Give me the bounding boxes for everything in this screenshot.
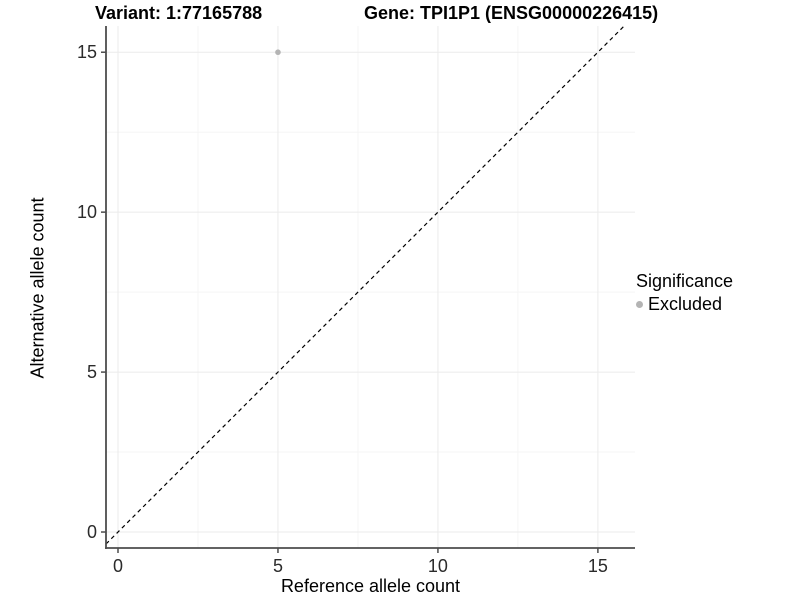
y-tick-label: 10 [77, 202, 97, 222]
x-axis-title: Reference allele count [280, 576, 461, 596]
legend-point-icon [636, 301, 643, 308]
x-tick-label: 10 [428, 556, 448, 576]
identity-line [105, 25, 625, 545]
legend-entry-label: Excluded [648, 294, 723, 314]
legend-entry-excluded: Excluded [636, 294, 733, 315]
x-tick-label: 5 [273, 556, 283, 576]
y-tick-label: 15 [77, 42, 97, 62]
x-tick-label: 0 [113, 556, 123, 576]
x-tick-label: 15 [588, 556, 608, 576]
data-point [275, 49, 281, 56]
y-tick-label: 5 [87, 362, 97, 382]
y-tick-label: 0 [87, 522, 97, 542]
variant-title: Variant: 1:77165788 [95, 3, 263, 23]
legend: Significance Excluded [636, 271, 733, 315]
y-axis-title: Alternative allele count [27, 197, 48, 379]
gene-title: Gene: TPI1P1 (ENSG00000226415) [364, 3, 659, 23]
legend-title: Significance [636, 271, 734, 291]
